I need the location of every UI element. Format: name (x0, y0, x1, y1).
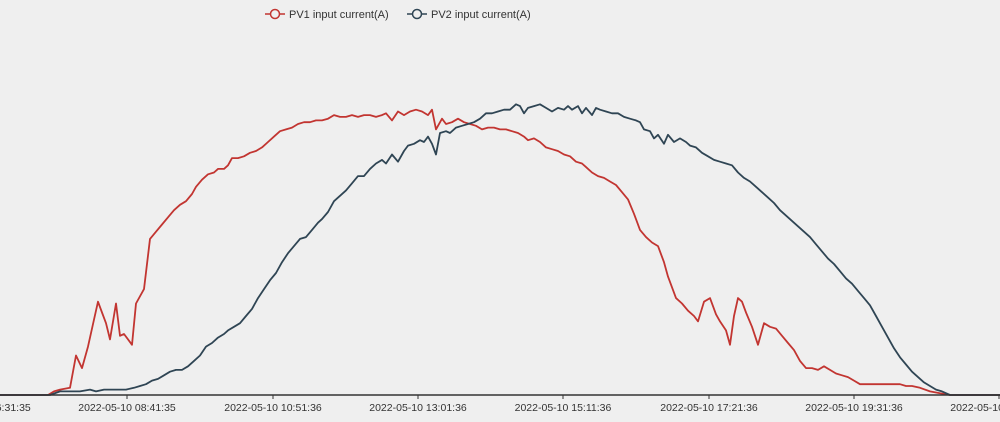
x-tick-label: 2022-05-10 21:41:36 (950, 402, 1000, 414)
legend-label: PV1 input current(A) (289, 9, 389, 21)
legend-circle-icon (269, 8, 281, 20)
legend-label: PV2 input current(A) (431, 9, 531, 21)
x-axis-ticks: 2022-05-10 06:31:35 2022-05-10 08:41:35 20… (0, 395, 1000, 414)
x-tick-label: 2022-05-10 13:01:36 (369, 402, 467, 414)
x-tick-label: 2022-05-10 08:41:35 (78, 402, 176, 414)
x-tick-label: 2022-05-10 10:51:36 (224, 402, 322, 414)
series-lines (0, 103, 1000, 396)
legend-circle-icon (411, 8, 423, 20)
x-tick-label: 2022-05-10 19:31:36 (805, 402, 903, 414)
series-line-pv1 (0, 108, 1000, 396)
x-tick-label: 2022-05-10 17:21:36 (660, 402, 758, 414)
x-tick-label: 2022-05-10 15:11:36 (515, 402, 612, 414)
series-line-pv2 (0, 103, 1000, 396)
legend[interactable]: PV1 input current(A) PV2 input current(A) (265, 8, 531, 21)
x-tick-label: 2022-05-10 06:31:35 (0, 402, 31, 414)
legend-item-pv1[interactable]: PV1 input current(A) (265, 8, 389, 21)
legend-item-pv2[interactable]: PV2 input current(A) (407, 8, 531, 21)
